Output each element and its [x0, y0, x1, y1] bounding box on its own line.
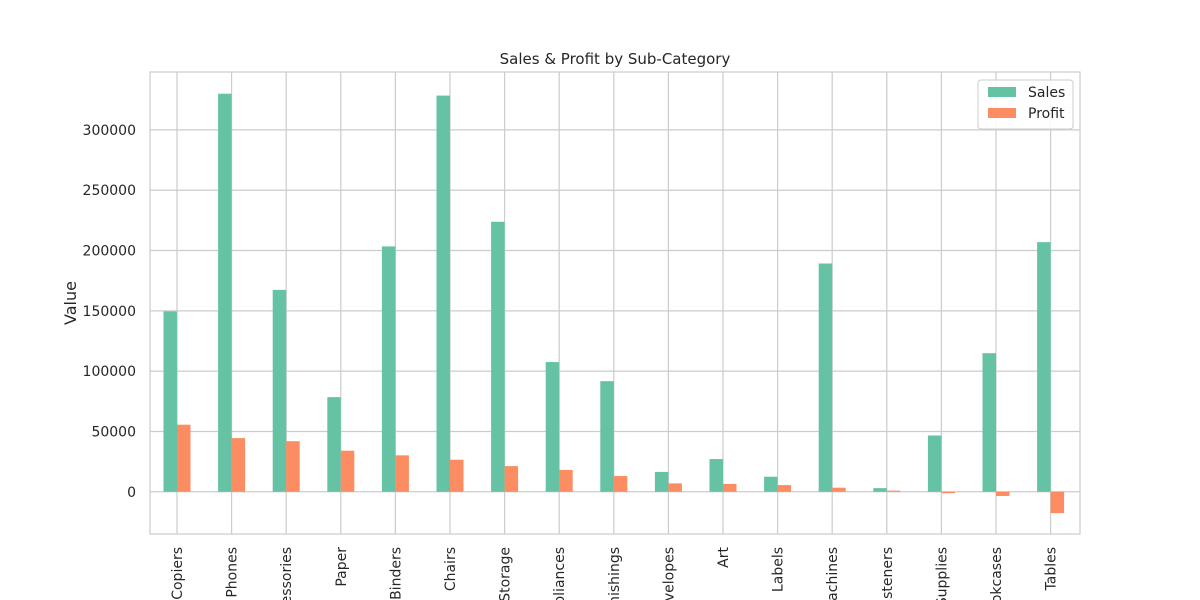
bar-sales-labels — [764, 476, 778, 492]
bar-sales-art — [709, 459, 723, 492]
legend-label-sales: Sales — [1028, 85, 1065, 101]
legend-swatch-profit — [988, 108, 1016, 118]
chart-title: Sales & Profit by Sub-Category — [500, 50, 731, 68]
y-tick-label: 200000 — [83, 244, 136, 260]
bars — [163, 93, 1065, 514]
x-tick-label: Chairs — [443, 547, 459, 591]
bar-profit-fasteners — [886, 490, 901, 492]
legend: Sales Profit — [977, 79, 1074, 130]
plot-background — [150, 72, 1080, 534]
bar-profit-storage — [504, 466, 519, 492]
plot-frame — [149, 71, 1081, 535]
y-tick-labels: 0 50000 100000 150000 200000 250000 300000 — [83, 123, 136, 501]
legend-label-profit: Profit — [1028, 106, 1065, 122]
y-tick-label: 300000 — [83, 123, 136, 139]
x-tick-label: Storage — [498, 547, 514, 600]
bar-profit-paper — [340, 450, 355, 492]
legend-swatch-sales — [988, 87, 1016, 97]
bar-sales-chairs — [436, 95, 450, 492]
y-axis-label: Value — [61, 281, 80, 325]
bar-sales-envelopes — [654, 471, 669, 492]
y-tick-label: 0 — [127, 485, 136, 501]
bar-sales-storage — [491, 221, 505, 492]
bar-profit-appliances — [559, 469, 573, 492]
bar-profit-machines — [832, 487, 846, 492]
x-tick-label: Machines — [825, 547, 841, 600]
bar-profit-binders — [395, 455, 409, 492]
bar-sales-phones — [218, 93, 232, 492]
bar-sales-furnishings — [600, 381, 614, 492]
x-tick-label: Envelopes — [661, 547, 677, 600]
x-tick-labels: Copiers Phones Accessories Paper Binders Chai… — [170, 546, 1060, 600]
x-tick-label: Accessories — [279, 547, 295, 600]
bar-sales-accessories — [272, 289, 287, 492]
bar-sales-bookcases — [982, 353, 996, 492]
y-tick-label: 150000 — [83, 304, 136, 320]
x-tick-label: Labels — [771, 547, 787, 592]
x-tick-label: Phones — [225, 547, 241, 598]
bar-sales-tables — [1037, 242, 1051, 492]
bar-profit-furnishings — [613, 476, 628, 492]
y-tick-label: 50000 — [91, 424, 136, 440]
bar-sales-copiers — [163, 311, 177, 492]
bar-profit-envelopes — [668, 483, 682, 492]
x-tick-label: Copiers — [170, 547, 186, 600]
bar-profit-accessories — [286, 441, 300, 492]
bar-profit-chairs — [450, 459, 464, 492]
x-tick-label: Art — [716, 546, 732, 567]
x-tick-label: Appliances — [552, 547, 568, 600]
y-tick-label: 250000 — [83, 183, 136, 199]
bar-sales-supplies — [927, 435, 942, 492]
y-tick-label: 100000 — [83, 364, 136, 380]
x-tick-label: Paper — [334, 547, 350, 587]
bar-profit-supplies — [941, 491, 955, 494]
x-tick-label: Tables — [1044, 547, 1060, 592]
bar-profit-copiers — [177, 424, 191, 492]
x-tick-label: Fasteners — [880, 547, 896, 600]
bar-profit-art — [723, 483, 737, 492]
bar-sales-appliances — [545, 362, 560, 492]
bar-sales-machines — [818, 263, 833, 492]
bar-profit-tables — [1050, 491, 1065, 514]
bar-sales-paper — [327, 397, 341, 492]
bar-profit-labels — [777, 485, 792, 492]
x-tick-label: Binders — [388, 547, 404, 600]
x-tick-label: Supplies — [934, 547, 950, 600]
bar-sales-fasteners — [873, 488, 887, 492]
bar-sales-binders — [381, 246, 396, 492]
bar-profit-phones — [231, 438, 246, 492]
x-tick-label: Bookcases — [989, 547, 1005, 600]
x-tick-label: Furnishings — [607, 547, 623, 600]
bar-profit-bookcases — [996, 491, 1010, 496]
